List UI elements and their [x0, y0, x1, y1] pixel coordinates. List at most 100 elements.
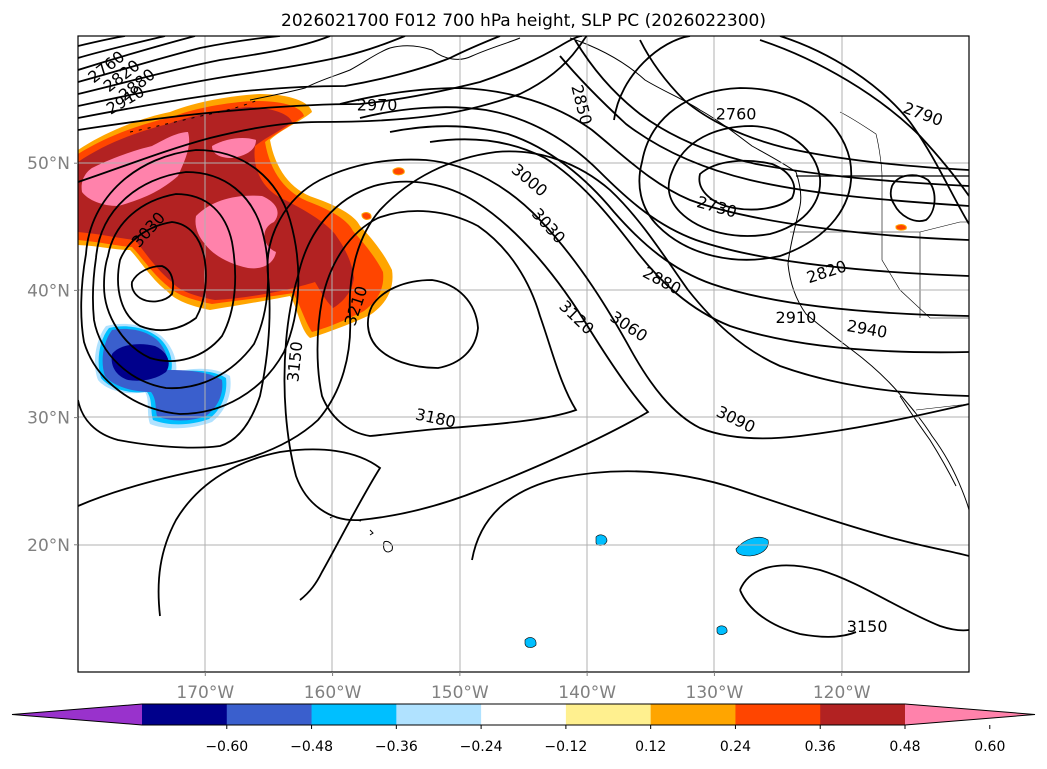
- contour-3120-band: [78, 158, 969, 449]
- contour-arctic-5: [78, 36, 331, 95]
- west-coast-us: [787, 205, 969, 511]
- contour-label: 3060: [607, 307, 651, 346]
- contour-arctic-6: [78, 36, 406, 107]
- colorbar-segment: [396, 704, 482, 725]
- colorbar-segment: [820, 704, 906, 725]
- contour-label: 3150: [283, 340, 306, 382]
- y-tick-label: 20°N: [27, 536, 70, 556]
- contour-arctic-4: [78, 36, 281, 83]
- contour-label-text: 2760: [716, 105, 757, 124]
- contour-label: 2970: [357, 96, 398, 115]
- positive-anomaly-0-60-a: [81, 132, 190, 206]
- colorbar-segment: [311, 704, 397, 725]
- colorbar-tick-label: −0.36: [375, 739, 418, 755]
- y-tick-label: 30°N: [27, 409, 70, 429]
- contour-low-4: [92, 171, 269, 390]
- colorbar-segment: [481, 704, 567, 725]
- contour-2940: [559, 55, 969, 207]
- contour-2760-east: [613, 36, 969, 225]
- x-tick-label: 170°W: [176, 683, 234, 703]
- contour-label: 2790: [901, 98, 946, 130]
- contour-label-text: 3090: [713, 402, 758, 437]
- contour-arctic-3: [78, 36, 196, 71]
- x-tick-label: 140°W: [558, 683, 616, 703]
- colorbar: −0.60 −0.48 −0.36 −0.24 −0.12 0.12 0.24 0.36 0.4…: [11, 703, 1036, 755]
- contour-3060: [78, 138, 969, 365]
- y-axis-ticks: 20°N 30°N 40°N 50°N: [27, 154, 78, 556]
- contour-label: 3150: [847, 617, 888, 636]
- contour-label: 2730: [695, 192, 739, 221]
- contour-2970-east: [339, 87, 969, 241]
- colorbar-tick-label: 0.60: [974, 739, 1005, 755]
- contour-arctic-1: [78, 36, 126, 47]
- contour-label-text: 3180: [414, 405, 458, 432]
- contour-label-text: 2940: [845, 316, 888, 342]
- hawaii-islands: [329, 515, 393, 553]
- colorbar-tick-label: −0.24: [460, 739, 503, 755]
- colorbar-tick-label: −0.60: [205, 739, 248, 755]
- colorbar-segment: [565, 704, 652, 725]
- contour-arctic-7: [78, 36, 501, 119]
- contour-label-text: 2910: [776, 308, 817, 327]
- small-positive-anomaly-2: [895, 224, 907, 231]
- negative-anomaly-0-48: [111, 344, 169, 381]
- contour-low-bc-2: [667, 125, 821, 237]
- small-positive-anomaly-1: [392, 167, 405, 176]
- contour-3030-east: [389, 125, 969, 317]
- contour-low-5: [80, 149, 300, 415]
- height-contours: [78, 36, 969, 638]
- colorbar-extend-high: [905, 704, 1035, 725]
- contour-3150-south: [157, 448, 969, 617]
- contour-label: 2910: [776, 308, 817, 327]
- contour-arctic-8: [78, 36, 583, 131]
- contour-3150-south-2: [739, 564, 969, 638]
- contour-low-bc-inner: [698, 159, 796, 211]
- contour-label: 2820: [804, 256, 849, 287]
- contour-label-text: 3150: [847, 617, 888, 636]
- colorbar-segment: [735, 704, 821, 725]
- contour-label-text: 2970: [357, 96, 398, 115]
- colorbar-tick-label: 0.48: [889, 739, 920, 755]
- graticule: [78, 36, 969, 672]
- contour-3180: [316, 210, 578, 437]
- baja-coast: [899, 395, 957, 487]
- positive-anomaly-0-60-b: [195, 195, 278, 269]
- contour-arctic-2: [78, 36, 166, 59]
- colorbar-segment: [226, 704, 313, 725]
- small-negative-anomaly-2: [595, 534, 608, 546]
- colorbar-tick-label: 0.36: [805, 739, 836, 755]
- chart-title: 2026021700 F012 700 hPa height, SLP PC (…: [281, 11, 766, 31]
- contour-label: 3180: [414, 405, 458, 432]
- small-negative-anomaly-1: [735, 537, 769, 557]
- x-tick-label: 160°W: [304, 683, 362, 703]
- contour-label: 2850: [567, 83, 595, 127]
- contour-3000-east: [359, 106, 969, 277]
- y-tick-label: 40°N: [27, 281, 70, 301]
- contour-label-text: 3150: [283, 340, 306, 382]
- contour-label: 3090: [713, 402, 758, 437]
- contour-label: 2760: [716, 105, 757, 124]
- contour-label: 2880: [640, 263, 685, 299]
- x-tick-label: 120°W: [813, 683, 871, 703]
- small-negative-anomaly-4: [716, 625, 728, 635]
- contour-2910: [574, 39, 969, 187]
- small-positive-anomaly-3: [361, 212, 372, 220]
- colorbar-segment: [142, 704, 228, 725]
- colorbar-tick-label: −0.12: [544, 739, 587, 755]
- x-axis-ticks: 170°W 160°W 150°W 140°W 130°W 120°W: [176, 672, 871, 703]
- alaska-panhandle-coast: [569, 37, 802, 207]
- contour-label: 3030: [528, 204, 569, 247]
- alaska-coast: [249, 37, 521, 101]
- colorbar-tick-label: 0.24: [720, 739, 751, 755]
- colorbar-tick-label: 0.12: [635, 739, 666, 755]
- contour-label: 2940: [845, 316, 888, 342]
- contour-ridge-inner: [367, 279, 479, 369]
- small-negative-anomaly-3: [524, 637, 537, 648]
- x-tick-label: 130°W: [686, 683, 744, 703]
- colorbar-outline: [11, 703, 1036, 726]
- state-border-1: [839, 111, 883, 177]
- contour-3090: [78, 150, 969, 507]
- y-tick-label: 50°N: [27, 154, 70, 174]
